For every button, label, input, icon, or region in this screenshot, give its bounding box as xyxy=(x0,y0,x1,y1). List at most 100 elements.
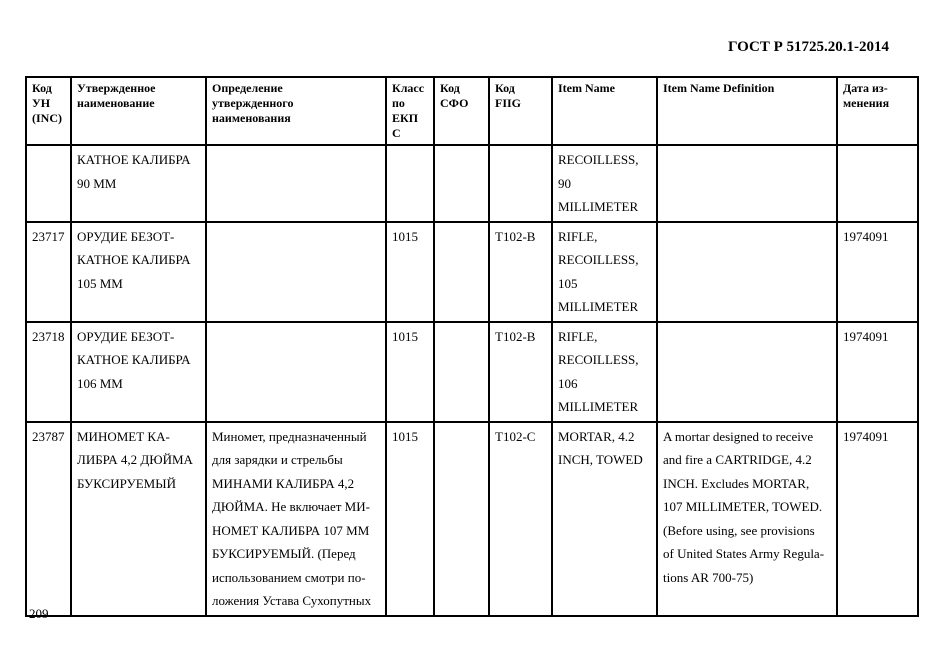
cell-line: 1015 xyxy=(392,328,418,344)
table-cell: 1015 xyxy=(385,420,435,617)
cell-line: RECOILLESS, xyxy=(558,152,639,167)
table-cell: 1015 xyxy=(385,320,435,423)
column-header-line: Код xyxy=(440,81,460,95)
cell-line: 90 ММ xyxy=(77,175,117,191)
document-title: ГОСТ Р 51725.20.1-2014 xyxy=(727,39,889,55)
cell-line: RIFLE, xyxy=(558,228,598,244)
column-header: Item Name Definition xyxy=(656,76,838,146)
table-cell: ОРУДИЕ БЕЗОТ- КАТНОЕ КАЛИБРА 105 ММ xyxy=(70,220,207,323)
cell-line: A mortar designed to receive xyxy=(663,428,814,444)
cell-line: of United States Army Regula- xyxy=(663,546,825,561)
table-cell: 23718 xyxy=(25,320,72,423)
table-cell: T102-B xyxy=(488,220,553,323)
column-header-line: Item Name xyxy=(558,81,615,95)
column-header: Утвержденное наименование xyxy=(70,76,207,146)
column-header: Код СФО xyxy=(433,76,490,146)
table-cell: T102-C xyxy=(488,420,553,617)
table-cell xyxy=(433,144,490,223)
table-cell: RIFLE, RECOILLESS, 106 MILLIMETER xyxy=(551,320,658,423)
cell-line: 1015 xyxy=(392,228,418,244)
cell-line: 106 xyxy=(558,375,578,391)
cell-line: and fire a CARTRIDGE, 4.2 xyxy=(663,452,812,467)
table-cell: 1974091 xyxy=(836,220,919,323)
table-cell: 1974091 xyxy=(836,320,919,423)
cell-line: 1974091 xyxy=(843,228,889,244)
cell-line: T102-B xyxy=(495,228,536,244)
cell-line: 23787 xyxy=(32,428,65,444)
table-header-row: Код УН (INC) Утвержденное наименование Опреде… xyxy=(25,76,919,146)
table-cell xyxy=(488,144,553,223)
column-header-line: Дата из- xyxy=(843,81,888,95)
cell-line: INCH. Excludes MORTAR, xyxy=(663,475,810,491)
table-cell xyxy=(25,144,72,223)
cell-line: ДЮЙМА. Не включает МИ- xyxy=(212,499,370,514)
cell-line: КАТНОЕ КАЛИБРА xyxy=(77,152,191,167)
cell-line: MILLIMETER xyxy=(558,299,639,314)
column-header: Item Name xyxy=(551,76,658,146)
cell-line: ОРУДИЕ БЕЗОТ- xyxy=(77,228,175,244)
table-cell: 23717 xyxy=(25,220,72,323)
column-header-line: FIIG xyxy=(495,96,522,110)
cell-line: БУКСИРУЕМЫЙ. (Перед xyxy=(212,546,356,561)
cell-line: MORTAR, 4.2 xyxy=(558,428,635,444)
table-cell xyxy=(656,320,838,423)
cell-line: RECOILLESS, xyxy=(558,252,639,267)
column-header-line: Класс xyxy=(392,81,425,95)
column-header-line: (INC) xyxy=(32,111,62,125)
cell-line: MILLIMETER xyxy=(558,399,639,414)
column-header-line: по xyxy=(392,96,405,110)
table-cell: RECOILLESS, 90 MILLIMETER xyxy=(551,144,658,223)
data-table: Код УН (INC) Утвержденное наименование Опреде… xyxy=(25,76,919,617)
table-cell: КАТНОЕ КАЛИБРА 90 ММ xyxy=(70,144,207,223)
table-cell: Миномет, предназначенный для зарядки и ст… xyxy=(205,420,387,617)
column-header: Код УН (INC) xyxy=(25,76,72,146)
table-cell: 1015 xyxy=(385,220,435,323)
column-header-line: УН xyxy=(32,96,51,110)
cell-line: БУКСИРУЕМЫЙ xyxy=(77,475,176,491)
cell-line: tions AR 700-75) xyxy=(663,569,754,585)
cell-line: 23718 xyxy=(32,328,65,344)
table-cell xyxy=(836,144,919,223)
table-cell xyxy=(656,220,838,323)
cell-line: 90 xyxy=(558,175,571,191)
cell-line: RIFLE, xyxy=(558,328,598,344)
table-cell xyxy=(656,144,838,223)
table-row: 23717 ОРУДИЕ БЕЗОТ- КАТНОЕ КАЛИБРА 105 ММ 10… xyxy=(25,220,919,323)
cell-line: НОМЕТ КАЛИБРА 107 ММ xyxy=(212,522,370,538)
table-cell: MORTAR, 4.2 INCH, TOWED xyxy=(551,420,658,617)
column-header-line: наименование xyxy=(77,96,155,110)
table-cell: МИНОМЕТ КА- ЛИБРА 4,2 ДЮЙМА БУКСИРУЕМЫЙ xyxy=(70,420,207,617)
cell-line: ЛИБРА 4,2 ДЮЙМА xyxy=(77,452,193,467)
column-header-line: ЕКП xyxy=(392,111,419,125)
column-header-line: Item Name Definition xyxy=(663,81,775,95)
table-cell: 1974091 xyxy=(836,420,919,617)
column-header-line: С xyxy=(392,126,401,140)
cell-line: МИНАМИ КАЛИБРА 4,2 xyxy=(212,475,355,491)
table-row: КАТНОЕ КАЛИБРА 90 ММ RECOILLESS, 90 MILLIMET… xyxy=(25,144,919,223)
column-header-line: Код xyxy=(495,81,515,95)
column-header-line: утвержденного xyxy=(212,96,294,110)
column-header: Код FIIG xyxy=(488,76,553,146)
cell-line: 106 ММ xyxy=(77,375,123,391)
table-cell: RIFLE, RECOILLESS, 105 MILLIMETER xyxy=(551,220,658,323)
cell-line: ОРУДИЕ БЕЗОТ- xyxy=(77,328,175,344)
column-header-line: менения xyxy=(843,96,890,110)
table-cell xyxy=(385,144,435,223)
cell-line: (Before using, see provisions xyxy=(663,522,815,538)
cell-line: для зарядки и стрельбы xyxy=(212,452,343,467)
cell-line: 23717 xyxy=(32,228,65,244)
table-cell xyxy=(433,420,490,617)
cell-line: 1974091 xyxy=(843,328,889,344)
cell-line: КАТНОЕ КАЛИБРА xyxy=(77,352,191,367)
table-row: 23787 МИНОМЕТ КА- ЛИБРА 4,2 ДЮЙМА БУКСИРУЕМ… xyxy=(25,420,919,617)
column-header: Дата из-менения xyxy=(836,76,919,146)
cell-line: RECOILLESS, xyxy=(558,352,639,367)
cell-line: 1015 xyxy=(392,428,418,444)
page-number: 209 xyxy=(29,606,49,621)
cell-line: T102-C xyxy=(495,428,536,444)
table-cell xyxy=(433,320,490,423)
cell-line: INCH, TOWED xyxy=(558,452,643,467)
column-header-line: наименования xyxy=(212,111,291,125)
column-header-line: Утвержденное xyxy=(77,81,156,95)
